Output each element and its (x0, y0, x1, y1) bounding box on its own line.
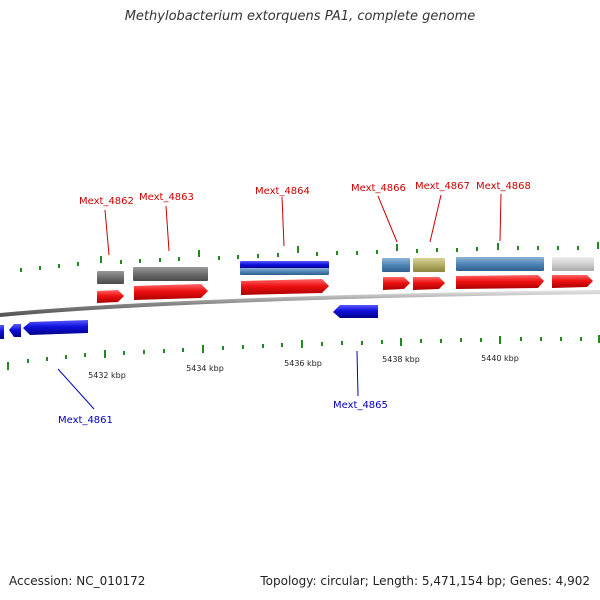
feature-box[interactable] (240, 261, 329, 269)
feature-box[interactable] (133, 267, 208, 281)
feature-box[interactable] (552, 257, 594, 271)
feature-box[interactable] (382, 258, 410, 272)
gene-label[interactable]: Mext_4866 (351, 183, 406, 194)
forward-genes (97, 275, 593, 303)
upper-tick-row (20, 242, 599, 272)
feature-box[interactable] (456, 257, 544, 271)
gene-arrow[interactable] (383, 277, 410, 290)
gene-label[interactable]: Mext_4865 (333, 400, 388, 411)
gene-label[interactable]: Mext_4861 (58, 415, 113, 426)
gene-arrow[interactable] (23, 320, 88, 335)
gene-label[interactable]: Mext_4867 (415, 181, 470, 192)
tick-label: 5438 kbp (382, 355, 420, 364)
tick-label: 5434 kbp (186, 364, 224, 373)
gene-arrow[interactable] (413, 277, 445, 290)
genome-backbone (0, 290, 600, 317)
genome-summary: Topology: circular; Length: 5,471,154 bp… (260, 574, 590, 588)
gene-arrow[interactable] (9, 324, 21, 337)
gene-label[interactable]: Mext_4863 (139, 192, 194, 203)
gene-arrow[interactable] (333, 305, 378, 318)
gene-label[interactable]: Mext_4868 (476, 181, 531, 192)
feature-box[interactable] (240, 268, 329, 275)
map-title: Methylobacterium extorquens PA1, complet… (124, 9, 476, 24)
tick-label: 5440 kbp (481, 354, 519, 363)
gene-labels: Mext_4861 Mext_4862 Mext_4863 Mext_4864 … (58, 181, 531, 426)
reverse-genes (0, 305, 378, 339)
tick-label: 5432 kbp (88, 371, 126, 380)
gene-arrow[interactable] (456, 275, 544, 289)
leader-lines (57, 193, 502, 410)
lower-tick-row (7, 335, 600, 370)
tick-labels: 5432 kbp 5434 kbp 5436 kbp 5438 kbp 5440… (88, 354, 519, 380)
gene-arrow[interactable] (552, 275, 593, 288)
feature-box[interactable] (413, 258, 445, 272)
gene-label[interactable]: Mext_4864 (255, 186, 310, 197)
gene-label[interactable]: Mext_4862 (79, 196, 134, 207)
feature-box[interactable] (97, 271, 124, 284)
gene-arrow[interactable] (97, 290, 124, 303)
gene-arrow[interactable] (0, 325, 4, 339)
annotation-track (97, 257, 594, 284)
gene-arrow[interactable] (241, 279, 329, 295)
accession-text: Accession: NC_010172 (9, 574, 146, 588)
gene-arrow[interactable] (134, 284, 208, 300)
tick-label: 5436 kbp (284, 359, 322, 368)
